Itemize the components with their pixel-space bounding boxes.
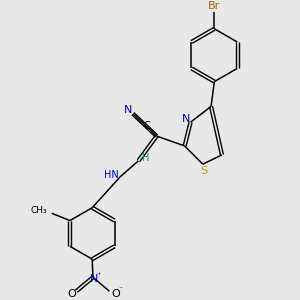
Text: Br: Br: [208, 1, 220, 11]
Text: ⁻: ⁻: [118, 285, 123, 294]
Text: O: O: [67, 289, 76, 299]
Text: CH₃: CH₃: [31, 206, 47, 215]
Text: C: C: [144, 122, 151, 131]
Text: HN: HN: [104, 170, 119, 180]
Text: N: N: [90, 274, 98, 284]
Text: H: H: [142, 152, 149, 163]
Text: S: S: [201, 166, 208, 176]
Text: N: N: [124, 105, 132, 115]
Text: O: O: [112, 289, 120, 299]
Text: ⁺: ⁺: [97, 271, 101, 280]
Text: N: N: [182, 114, 190, 124]
